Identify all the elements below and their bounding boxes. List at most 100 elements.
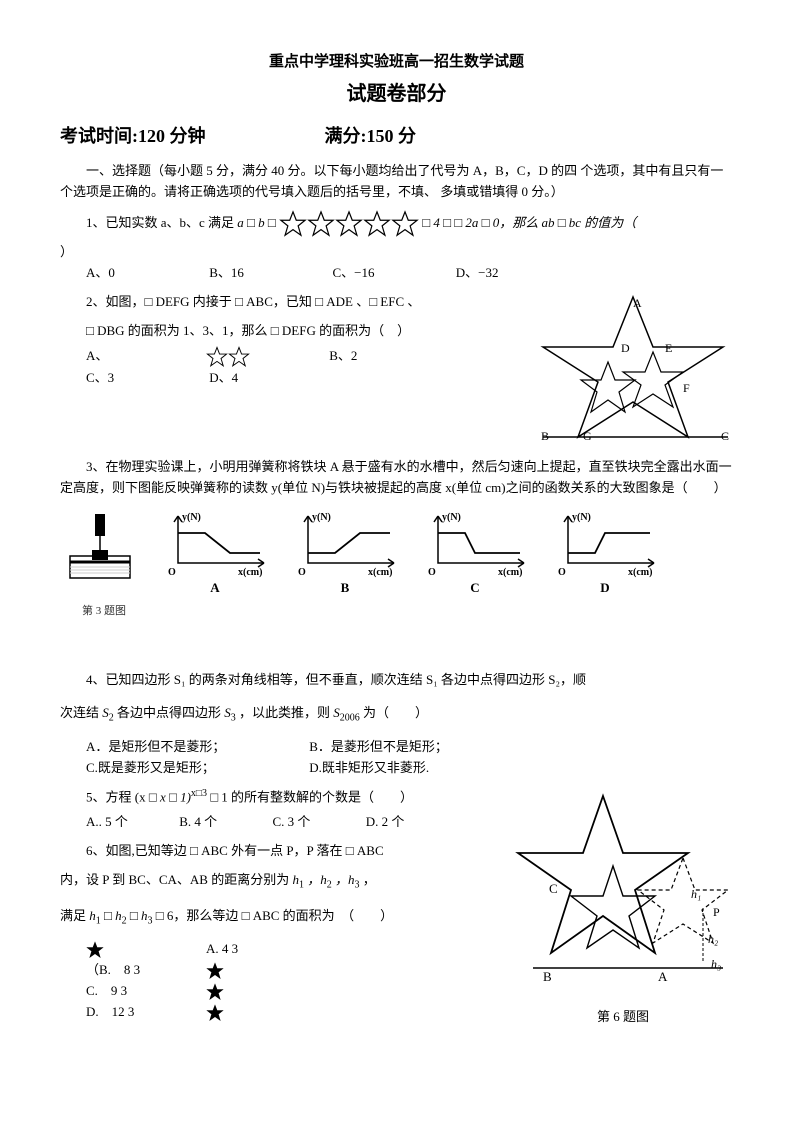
q1-opt-b: B、16 [209,263,329,284]
q5-opt-b: B. 4 个 [179,812,269,833]
q6-figure: C P h₁ h₂ h₃ B A 第 6 题图 [513,788,733,1028]
svg-text:y(N): y(N) [312,512,331,523]
svg-text:B: B [543,969,552,984]
q3-device [60,512,140,599]
question-6-l1: 6、如图,已知等边 □ ABC 外有一点 P，P 落在 □ ABC [60,841,733,862]
question-5: 5、方程 (x □ x □ 1)x□3 □ 1 的所有整数解的个数是（ ） [60,786,733,808]
q4-l2-b: 各边中点得四边形 [117,705,221,720]
question-1: 1、已知实数 a、b、c 满足 a □ b □ □ 4 □ □ 2a □ 0，那… [60,210,733,238]
q2-line2: □ DBG 的面积为 1、3、1，那么 □ DEFG 的面积为（ ） [60,321,733,342]
q6-l3-s2: 2 [122,915,127,926]
q6-h1s: 1 [299,880,304,891]
page-subtitle: 试题卷部分 [60,78,733,110]
svg-text:C: C [721,429,729,442]
svg-text:x(cm): x(cm) [238,567,262,578]
svg-text:D: D [621,341,630,355]
q4-opt-d: D.既非矩形又非菱形. [309,758,429,779]
q6-l3-a: 满足 [60,908,86,923]
page-title: 重点中学理科实验班高一招生数学试题 [60,50,733,74]
q6-h3s: 3 [355,880,360,891]
q6-h2s: 2 [327,880,332,891]
q4-opt-b: B．是菱形但不是矩形； [309,737,448,758]
q6-l3-b2: □ [130,908,141,923]
question-3: 3、在物理实验课上，小明用弹簧称将铁块 A 悬于盛有水的水槽中，然后匀速向上提起… [60,457,733,499]
q5-opt-c: C. 3 个 [273,812,363,833]
q1-stem-a: 1、已知实数 a、b、c 满足 [86,215,234,230]
q1-opt-d: D、−32 [456,263,576,284]
q2-figure: A D E F G B C [533,292,733,449]
q6-caption: 第 6 题图 [513,1007,733,1028]
svg-text:y(N): y(N) [442,512,461,523]
q1-expr-a: a □ b □ [237,215,275,230]
q6-h2t: ，h [307,872,327,887]
svg-text:h₃: h₃ [711,957,721,971]
q6-opt-d: D. 12 3 [86,1002,326,1023]
q5-opt-a: A.. 5 个 [86,812,176,833]
q5-a: 5、方程 (x [86,790,146,805]
svg-text:A: A [658,969,668,984]
q3-graph-c: Oy(N)x(cm)C [420,508,530,599]
q6-opt-b: （B. 8 3 [86,960,326,981]
q6-l3-s3: 3 [147,915,152,926]
q4-opts-r2: C.既是菱形又是矩形； D.既非矩形又非菱形. [86,758,733,779]
q6-opt-c: C. 9 3 [86,981,326,1002]
svg-text:O: O [428,567,436,578]
q5-opt-d: D. 2 个 [366,812,456,833]
q2-svg: A D E F G B C [533,292,733,442]
q1-stars [279,215,419,230]
q2-line1: 2、如图，□ DEFG 内接于 □ ABC，已知 □ ADE 、□ EFC 、 [60,292,733,313]
q6-l2-a: 内，设 P 到 BC、CA、AB 的距离分别为 [60,872,289,887]
q2-opt-c: C、3 [86,368,206,389]
q3-graph-b: Oy(N)x(cm)B [290,508,400,599]
q5-b: □ x □ 1) [146,790,191,805]
q3-graph-a: Oy(N)x(cm)A [160,508,270,599]
q1-paren-line: ） [60,242,733,263]
q6-h3t: ，h [335,872,355,887]
q4-l2-c: ，以此类推，则 [239,705,330,720]
svg-text:O: O [298,567,306,578]
svg-text:h₁: h₁ [691,887,701,901]
svg-text:x(cm): x(cm) [628,567,652,578]
q2-opt-a: A、 [86,346,326,368]
svg-text:P: P [713,905,720,919]
q1-expr-c: □ 2a □ 0，那么 ab □ bc 的值为（ [454,215,636,230]
q6-l2-b: ， [363,872,376,887]
q1-opt-c: C、−16 [333,263,453,284]
svg-text:h₂: h₂ [708,932,718,946]
q6-l3-s1: 1 [96,915,101,926]
svg-text:C: C [549,881,558,896]
q1-options: A、0 B、16 C、−16 D、−32 [86,263,733,284]
q4-s2006-sub: 2006 [340,713,360,724]
q2-opt-b: B、2 [329,346,449,367]
q2-opt-d: D、4 [209,368,329,389]
svg-text:O: O [168,567,176,578]
q5-exp: x□3 [191,788,207,799]
q1-expr-b: □ 4 □ [422,215,451,230]
q3-graphs-row: Oy(N)x(cm)A Oy(N)x(cm)B Oy(N)x(cm)C Oy(N… [60,508,733,599]
q4-opt-a: A．是矩形但不是菱形； [86,737,306,758]
q6-l3-b1: □ [104,908,115,923]
question-2-block: A D E F G B C 2、如图，□ DEFG 内接于 □ ABC，已知 □… [60,292,733,449]
svg-text:x(cm): x(cm) [498,567,522,578]
svg-text:E: E [665,341,672,355]
time-label: 考试时间 [60,126,132,146]
time-value: 120 分钟 [138,126,206,146]
q6-opt-a: A. 4 3 [86,939,326,960]
q5-c: □ 1 的所有整数解的个数是（ ） [207,790,413,805]
q3-caption: 第 3 题图 [60,603,733,621]
svg-text:y(N): y(N) [572,512,591,523]
q4-opt-c: C.既是菱形又是矩形； [86,758,306,779]
svg-text:F: F [683,381,690,395]
q6-l3-b3: □ 6，那么等边 □ ABC 的面积为 （ ） [156,908,393,923]
svg-text:B: B [541,429,549,442]
question-4-l1: 4、已知四边形 S₁ 的两条对角线相等，但不垂直，顺次连结 S₁ 各边中点得四边… [60,670,733,691]
exam-meta: 考试时间:120 分钟 满分:150 分 [60,122,733,151]
q4-l2-a: 次连结 [60,705,99,720]
q4-s3-sub: 3 [231,713,236,724]
q3-graph-d: Oy(N)x(cm)D [550,508,660,599]
q4-l2-d: 为（ ） [363,705,428,720]
q1-opt-a: A、0 [86,263,206,284]
score-value: 150 分 [367,126,417,146]
q4-opts-r1: A．是矩形但不是菱形； B．是菱形但不是矩形； [86,737,733,758]
svg-text:y(N): y(N) [182,512,201,523]
